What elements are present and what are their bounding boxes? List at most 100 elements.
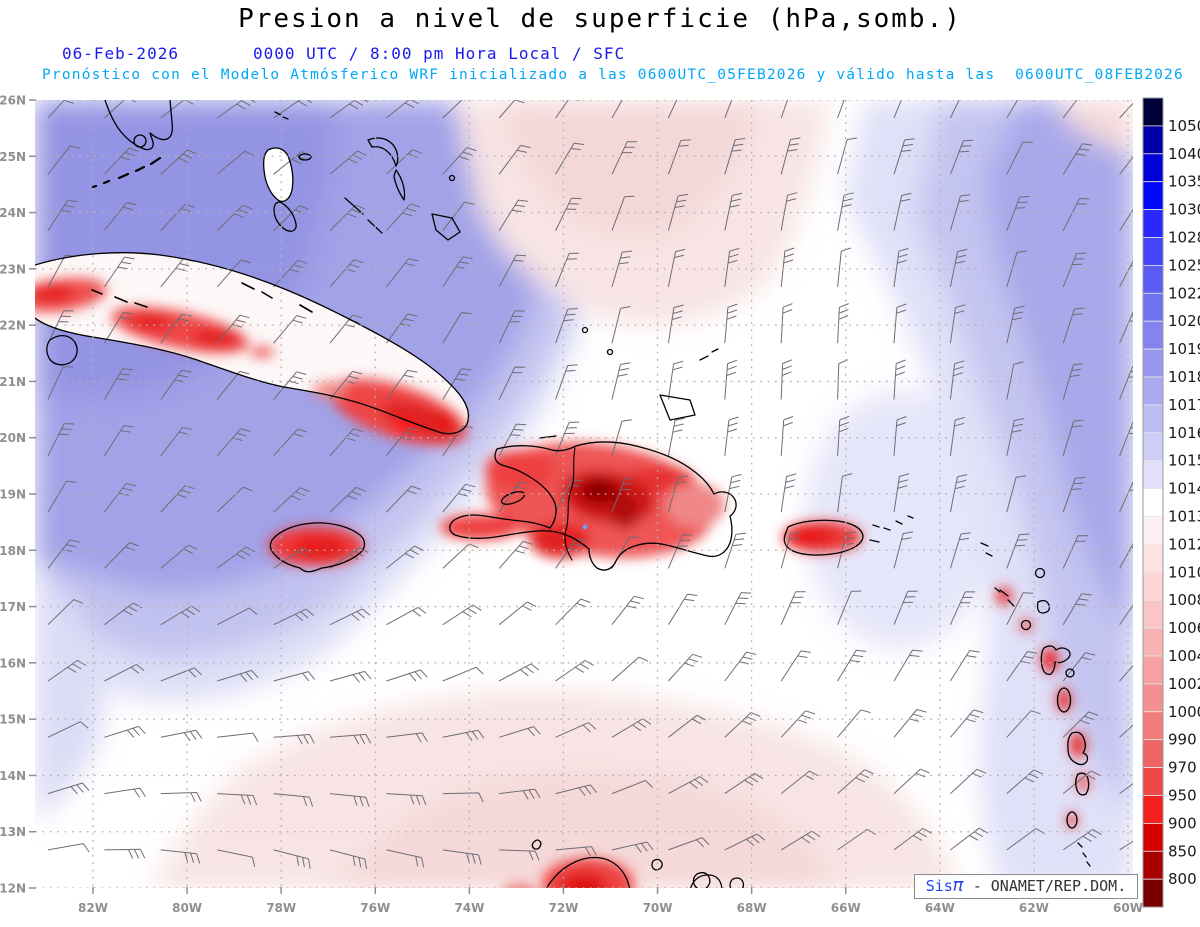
axis-labels: 26N 25N 24N 23N 22N 21N 20N 19N 18N 17N 16N 15N 14N 1… xyxy=(0,94,1143,916)
colorbar-label: 1002 xyxy=(1168,675,1200,693)
lat-axis-label: 12N xyxy=(0,882,26,896)
colorbar-label: 1020 xyxy=(1168,312,1200,330)
lat-axis-label: 17N xyxy=(0,600,26,614)
lat-axis-label: 16N xyxy=(0,656,26,670)
antigua xyxy=(1036,599,1051,614)
lat-axis-label: 25N xyxy=(0,150,26,164)
lon-axis-label: 60W xyxy=(1113,901,1143,915)
barbuda xyxy=(1034,567,1046,579)
colorbar-label: 1028 xyxy=(1168,229,1200,247)
berry-islands xyxy=(274,111,289,120)
lat-axis-label: 15N xyxy=(0,713,26,727)
colorbar-label: 1008 xyxy=(1168,591,1200,609)
pressure-shading-layer xyxy=(35,100,1133,888)
forecast-note: Pronóstico con el Modelo Atmósferico WRF… xyxy=(42,67,1184,83)
eleuthera xyxy=(367,137,399,167)
branding-sis: Sis xyxy=(925,877,953,895)
florida-keys xyxy=(91,156,162,189)
great-inagua xyxy=(659,394,696,421)
grenadines xyxy=(1077,842,1091,867)
colorbar-label: 990 xyxy=(1168,731,1197,749)
turks-caicos xyxy=(699,348,719,361)
virgin-islands xyxy=(869,515,914,543)
colorbar-label: 900 xyxy=(1168,814,1197,832)
colorbar: 1050 1040 1035 1030 1028 1025 1022 1020 1019 1018… xyxy=(1142,97,1200,908)
colorbar-label: 1035 xyxy=(1168,173,1200,191)
lake-okeechobee-outline xyxy=(133,134,147,148)
curacao xyxy=(692,871,711,888)
date-label: 06-Feb-2026 xyxy=(62,44,179,63)
lat-axis-label: 14N xyxy=(0,769,26,783)
colorbar-label: 1019 xyxy=(1168,340,1200,358)
lon-axis-label: 64W xyxy=(925,901,955,915)
cuba-coastline xyxy=(35,252,470,435)
time-label: 0000 UTC / 8:00 pm Hora Local / SFC xyxy=(253,44,626,63)
colorbar-label: 1010 xyxy=(1168,563,1200,581)
lon-axis-label: 72W xyxy=(548,901,578,915)
aruba xyxy=(651,858,663,871)
lon-axis-label: 68W xyxy=(737,901,767,915)
andros-island xyxy=(262,147,294,203)
colorbar-label: 1013 xyxy=(1168,508,1200,526)
small-island xyxy=(531,839,542,850)
wind-barb-layer xyxy=(47,100,1133,869)
colorbar-label: 1004 xyxy=(1168,647,1200,665)
lat-axis-label: 13N xyxy=(0,825,26,839)
lon-axis-label: 66W xyxy=(831,901,861,915)
lat-axis-label: 26N xyxy=(0,94,26,108)
haiti-dr-border xyxy=(564,447,576,561)
lon-axis-label: 62W xyxy=(1019,901,1049,915)
jamaica-coastline xyxy=(269,522,366,573)
colorbar-label: 950 xyxy=(1168,787,1197,805)
small-cay xyxy=(606,348,614,356)
lon-axis-label: 76W xyxy=(360,901,390,915)
lat-axis-label: 20N xyxy=(0,431,26,445)
st-vincent xyxy=(1066,811,1078,829)
puerto-rico-coastline xyxy=(783,519,864,556)
branding-text: - ONAMET/REP.DOM. xyxy=(963,877,1127,895)
coastline-layer xyxy=(35,100,1091,888)
dominica xyxy=(1056,687,1072,713)
small-cay xyxy=(581,326,589,334)
bahamas-island xyxy=(273,201,297,232)
hispaniola-coastline xyxy=(449,441,737,571)
colorbar-label: 1017 xyxy=(1168,396,1200,414)
cuba-north-cays xyxy=(91,282,313,313)
graticule-layer xyxy=(35,100,1133,888)
tortuga-island xyxy=(539,435,557,439)
new-providence xyxy=(298,153,312,161)
lat-axis-label: 18N xyxy=(0,544,26,558)
lat-axis-label: 22N xyxy=(0,319,26,333)
colorbar-label: 1025 xyxy=(1168,256,1200,274)
colorbar-label: 850 xyxy=(1168,842,1197,860)
montserrat xyxy=(1020,619,1032,631)
lake-enriquillo xyxy=(582,524,588,530)
lon-axis-label: 80W xyxy=(172,901,202,915)
colorbar-label: 1016 xyxy=(1168,424,1200,442)
branding-pi-icon: π xyxy=(952,875,964,896)
colorbar-label: 800 xyxy=(1168,870,1197,888)
colorbar-label: 1018 xyxy=(1168,368,1200,386)
page-title: Presion a nivel de superficie (hPa,somb.… xyxy=(238,4,962,34)
lat-axis-label: 19N xyxy=(0,488,26,502)
crooked-acklins xyxy=(431,213,461,241)
bonaire xyxy=(729,877,745,888)
florida-coastline xyxy=(104,100,173,151)
guadeloupe xyxy=(1040,645,1071,675)
colorbar-label: 1000 xyxy=(1168,703,1200,721)
lon-axis-label: 78W xyxy=(266,901,296,915)
paraguana-coastline xyxy=(690,874,723,888)
st-kitts-nevis xyxy=(999,589,1015,607)
anguilla-st-martin xyxy=(980,542,1001,593)
lon-axis-label: 70W xyxy=(643,901,673,915)
lon-axis-label: 82W xyxy=(78,901,108,915)
lat-axis-label: 21N xyxy=(0,375,26,389)
isla-de-la-juventud xyxy=(46,334,78,366)
san-salvador xyxy=(448,174,456,182)
colorbar-label: 1030 xyxy=(1168,201,1200,219)
colorbar-label: 1014 xyxy=(1168,480,1200,498)
colorbar-label: 1022 xyxy=(1168,284,1200,302)
lat-axis-label: 24N xyxy=(0,206,26,220)
